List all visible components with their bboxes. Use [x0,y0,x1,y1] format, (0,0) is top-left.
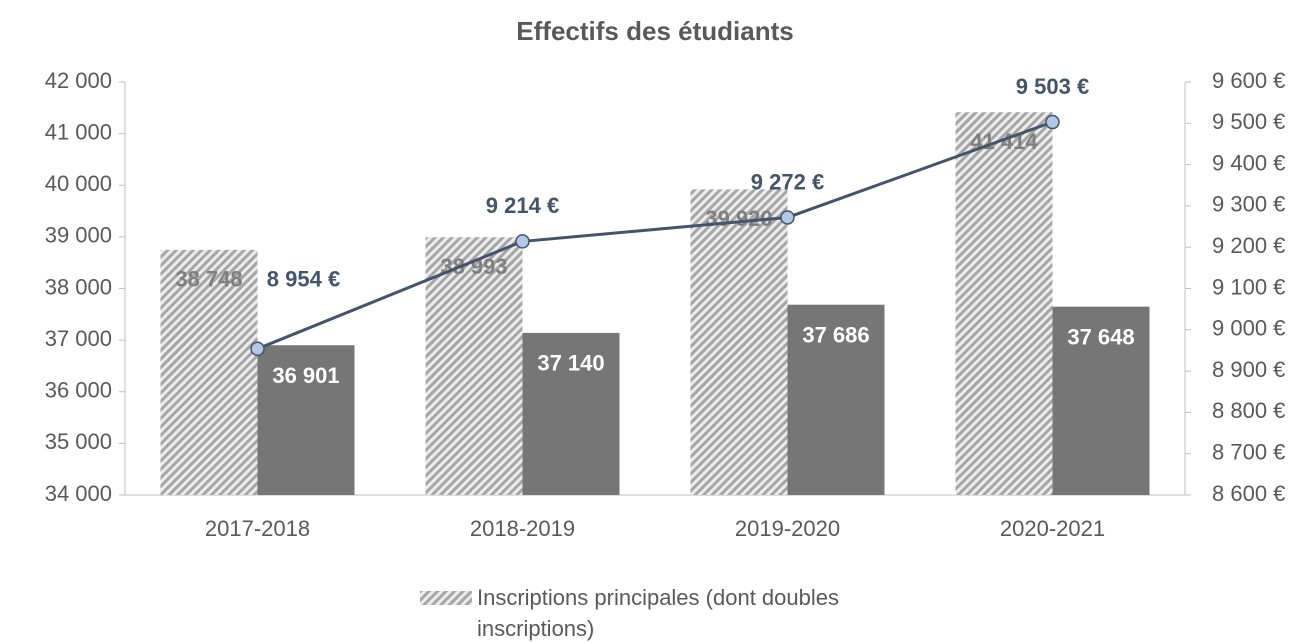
bar [425,237,523,495]
y-tick-label: 37 000 [45,326,112,351]
y-tick-label: 42 000 [45,68,112,93]
chart-title: Effectifs des étudiants [516,16,793,46]
line-marker [515,234,530,249]
y-tick-label: 40 000 [45,171,112,196]
x-tick-label: 2019-2020 [735,516,840,541]
legend-label: Inscriptions principales (dont doubles i… [477,585,839,641]
line [256,120,1054,351]
line-marker [1045,114,1060,130]
bar [257,345,355,495]
line-value-label: 9 214 € [486,193,559,218]
y2-tick-label: 9 400 € [1212,150,1285,175]
bar-value-label: 36 901 [272,363,339,388]
y2-tick-label: 9 100 € [1212,274,1285,299]
y2-tick-label: 8 600 € [1212,481,1285,506]
y2-tick-label: 9 000 € [1212,316,1285,341]
line-value-label: 9 503 € [1016,74,1089,99]
y-tick-label: 36 000 [45,378,112,403]
y2-tick-label: 9 600 € [1212,68,1285,93]
bar-value-label: 41 414 [970,129,1038,154]
bar [690,189,788,495]
legend-swatch [420,591,472,605]
bar-value-label: 37 648 [1067,324,1134,349]
bar-value-label: 38 748 [175,267,242,292]
y2-tick-label: 8 700 € [1212,440,1285,465]
x-tick-label: 2018-2019 [470,516,575,541]
y-tick-label: 41 000 [45,119,112,144]
x-tick-label: 2017-2018 [205,516,310,541]
bar-value-label: 38 993 [440,254,507,279]
line-marker [780,210,795,225]
y2-tick-label: 9 300 € [1212,192,1285,217]
y2-tick-label: 9 200 € [1212,233,1285,258]
y2-tick-label: 8 800 € [1212,398,1285,423]
y-tick-label: 39 000 [45,223,112,248]
bar [160,249,258,495]
bar-value-label: 37 686 [802,323,869,348]
line-marker [250,341,265,357]
y-tick-label: 35 000 [45,429,112,454]
x-tick-label: 2020-2021 [1000,516,1105,541]
bar [955,112,1053,495]
y2-tick-label: 8 900 € [1212,357,1285,382]
bar-value-label: 37 140 [537,351,604,376]
line-value-label: 9 272 € [751,169,824,194]
bar [522,332,620,495]
y2-tick-label: 9 500 € [1212,109,1285,134]
line-value-label: 8 954 € [267,267,340,292]
bar [787,304,885,495]
y-tick-label: 34 000 [45,481,112,506]
bar [1052,306,1150,495]
y-tick-label: 38 000 [45,274,112,299]
